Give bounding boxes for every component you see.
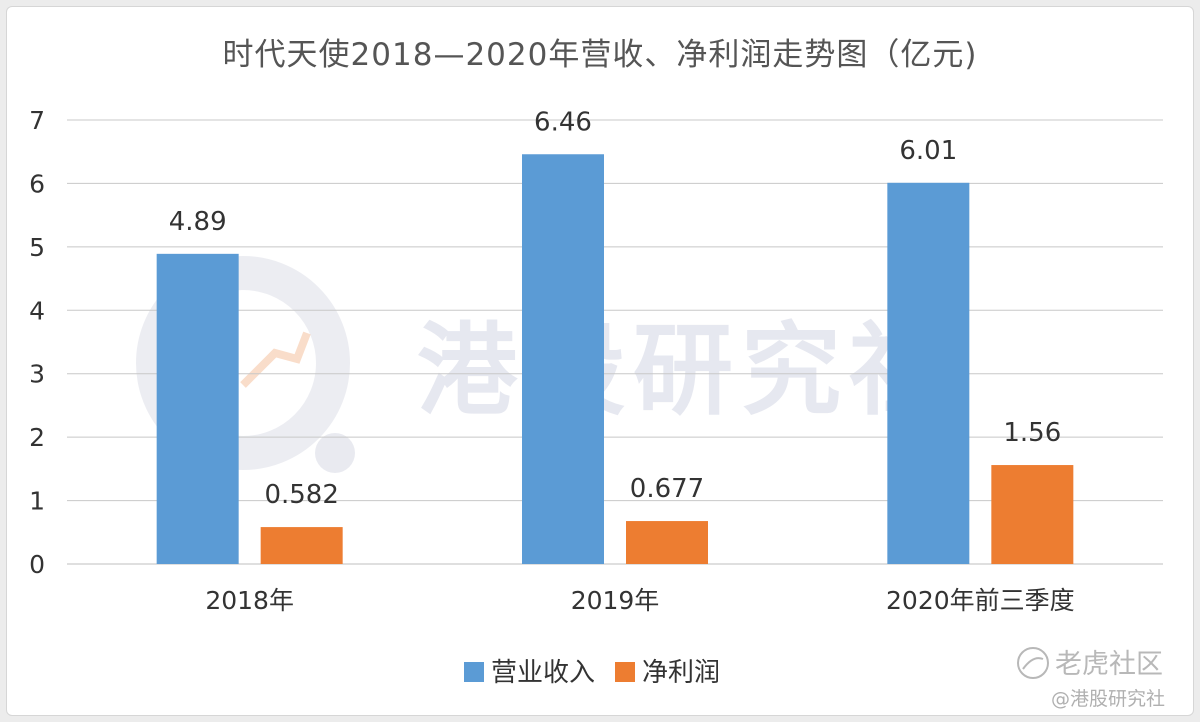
bar-net-profit xyxy=(991,465,1074,564)
data-label: 0.582 xyxy=(264,480,338,510)
legend-swatch xyxy=(464,662,484,682)
tiger-community-logo-mark xyxy=(1022,657,1044,670)
credits: 老虎社区 @港股研究社 xyxy=(1017,647,1165,710)
data-label: 1.56 xyxy=(1003,418,1061,448)
y-tick-label: 4 xyxy=(29,296,45,325)
grid-lines xyxy=(67,119,1163,565)
legend-swatch xyxy=(615,662,635,682)
chart-card: 港股研究社 时代天使2018—2020年营收、净利润走势图（亿元) 0 1 2 3 4 5… xyxy=(6,6,1194,716)
data-label: 4.89 xyxy=(169,207,227,237)
y-tick-label: 7 xyxy=(29,106,45,135)
chart-title: 时代天使2018—2020年营收、净利润走势图（亿元) xyxy=(223,37,978,73)
x-tick-label: 2020年前三季度 xyxy=(886,586,1075,615)
watermark-text: 港股研究社 xyxy=(417,312,957,429)
bars xyxy=(156,154,1074,564)
y-axis-ticks: 0 1 2 3 4 5 6 7 xyxy=(29,106,45,579)
x-axis-ticks: 2018年 2019年 2020年前三季度 xyxy=(205,586,1074,615)
y-tick-label: 1 xyxy=(29,487,45,516)
watermark-logo-arrow-icon xyxy=(240,331,311,388)
y-tick-label: 0 xyxy=(29,550,45,579)
x-tick-label: 2018年 xyxy=(205,586,294,615)
y-tick-label: 3 xyxy=(29,360,45,389)
data-label: 6.01 xyxy=(899,136,957,166)
y-tick-label: 6 xyxy=(29,169,45,198)
legend: 营业收入 净利润 xyxy=(464,658,720,688)
bar-revenue xyxy=(887,182,970,564)
watermark: 港股研究社 xyxy=(136,256,957,473)
legend-label: 净利润 xyxy=(642,658,720,688)
tiger-community-logo-icon xyxy=(1017,647,1049,679)
author-credit: @港股研究社 xyxy=(1051,688,1165,710)
bar-revenue xyxy=(156,253,239,564)
data-labels: 4.89 0.582 6.46 0.677 6.01 1.56 xyxy=(169,107,1062,510)
data-label: 6.46 xyxy=(534,107,592,137)
bar-chart: 港股研究社 时代天使2018—2020年营收、净利润走势图（亿元) 0 1 2 3 4 5… xyxy=(29,37,1165,710)
watermark-logo-dot xyxy=(315,433,355,473)
x-tick-label: 2019年 xyxy=(571,586,660,615)
y-tick-label: 2 xyxy=(29,423,45,452)
watermark-logo-ring xyxy=(136,256,350,470)
bar-revenue xyxy=(522,154,604,564)
data-label: 0.677 xyxy=(630,474,704,504)
platform-credit: 老虎社区 xyxy=(1055,649,1163,680)
legend-label: 营业收入 xyxy=(491,658,595,688)
y-tick-label: 5 xyxy=(29,233,45,262)
bar-net-profit xyxy=(626,521,708,564)
bar-net-profit xyxy=(260,527,343,564)
